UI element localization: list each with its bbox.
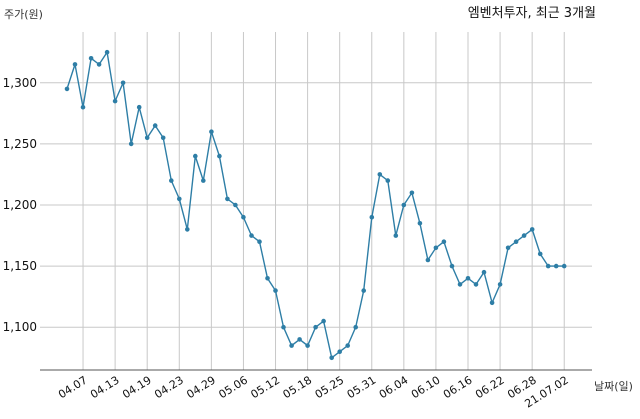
data-point [201, 178, 206, 183]
data-point [209, 129, 214, 134]
data-point [481, 269, 487, 275]
y-tick-label: 1,300 [3, 76, 37, 90]
y-tick-labels: 1,100 1,150 1,200 1,250 1,300 [3, 76, 37, 334]
x-tick-label: 06.04 [377, 374, 411, 402]
data-point [385, 178, 391, 183]
x-tick-label: 04.23 [152, 374, 186, 402]
data-point [136, 104, 142, 110]
data-point [513, 239, 519, 244]
data-point [305, 343, 310, 348]
y-tick-label: 1,200 [3, 198, 37, 212]
data-point [96, 62, 102, 67]
data-point [112, 98, 118, 104]
data-point [345, 343, 351, 348]
data-point [241, 214, 246, 220]
data-point [353, 324, 359, 330]
data-point [561, 263, 567, 269]
x-tick-label: 06.10 [409, 374, 443, 402]
data-point [521, 233, 527, 238]
data-point [377, 172, 383, 177]
x-tick-label: 06.16 [441, 374, 475, 402]
data-point [401, 202, 407, 208]
data-point [553, 263, 559, 269]
data-point [497, 282, 503, 287]
data-point [128, 141, 134, 147]
data-point [193, 153, 198, 159]
data-point [433, 245, 439, 251]
x-tick-label: 04.13 [88, 374, 122, 402]
data-point [505, 245, 511, 251]
data-point [457, 282, 463, 287]
data-point [545, 263, 551, 269]
y-axis-label: 주가(원) [4, 8, 43, 21]
data-point [257, 239, 262, 244]
x-tick-label: 05.25 [313, 374, 347, 402]
y-tick-label: 1,250 [3, 137, 37, 151]
data-point [289, 343, 294, 348]
data-point [169, 178, 174, 183]
data-point [64, 86, 70, 92]
y-tick-label: 1,150 [3, 259, 37, 273]
data-point [361, 288, 367, 293]
data-point [217, 153, 222, 159]
data-point [441, 239, 447, 244]
data-point [329, 355, 335, 361]
data-point [313, 324, 318, 330]
gridlines [40, 32, 592, 370]
x-tick-label: 04.07 [56, 374, 90, 402]
chart-title: 엠벤처투자, 최근 3개월 [468, 6, 596, 21]
x-axis-label: 날짜(일) [594, 379, 633, 393]
data-point [393, 233, 399, 238]
price-series-points [64, 49, 567, 361]
data-point [369, 214, 375, 220]
data-point [473, 282, 479, 287]
x-tick-label: 05.31 [345, 374, 379, 402]
x-tick-label: 05.06 [216, 374, 250, 402]
data-point [88, 56, 94, 61]
data-point [80, 104, 86, 110]
x-tick-label: 04.29 [184, 374, 218, 402]
data-point [465, 276, 471, 281]
data-point [152, 123, 158, 128]
data-point [449, 263, 455, 269]
x-tick-label: 06.22 [473, 374, 507, 402]
data-point [321, 318, 326, 324]
data-point [265, 276, 270, 281]
data-point [537, 251, 543, 257]
data-point [489, 300, 495, 306]
data-point [177, 196, 182, 202]
x-tick-label: 04.19 [120, 374, 154, 402]
data-point [409, 190, 415, 196]
data-point [273, 288, 278, 293]
data-point [297, 337, 302, 342]
data-point [233, 202, 238, 208]
x-tick-label: 05.12 [249, 374, 283, 402]
data-point [281, 324, 286, 330]
data-point [417, 221, 423, 226]
data-point [529, 227, 535, 232]
x-tick-label: 05.18 [281, 374, 315, 402]
data-point [144, 135, 150, 141]
data-point [225, 196, 230, 202]
data-point [160, 135, 166, 141]
data-point [120, 80, 126, 86]
data-point [337, 349, 343, 355]
data-point [425, 257, 431, 263]
data-point [249, 233, 254, 238]
data-point [185, 227, 190, 232]
x-tick-labels: 04.0704.1304.1904.2304.2905.0605.1205.18… [56, 374, 571, 411]
data-point [72, 62, 78, 67]
data-point [104, 49, 110, 55]
y-tick-label: 1,100 [3, 320, 37, 334]
